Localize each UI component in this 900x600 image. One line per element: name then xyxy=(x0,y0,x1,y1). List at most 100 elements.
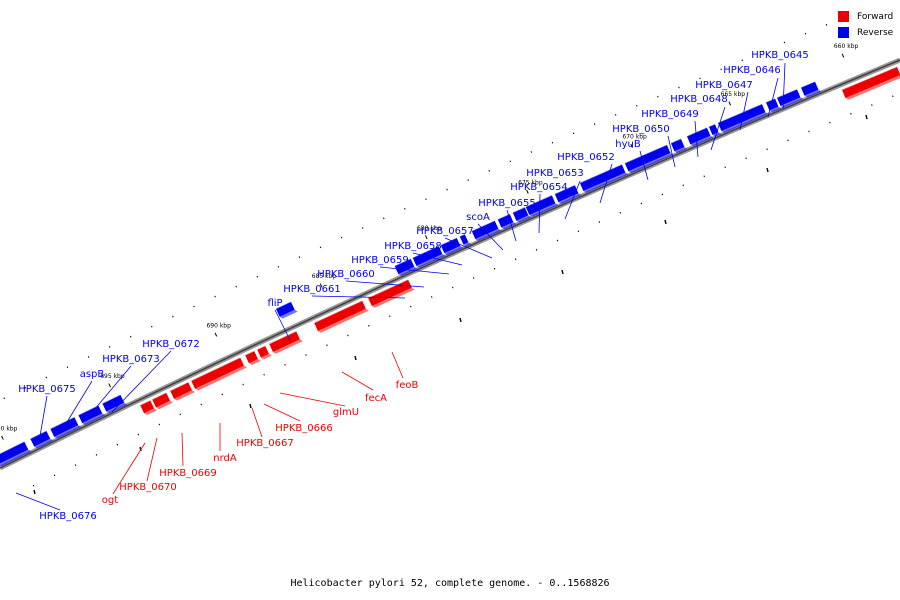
reverse-gene-block[interactable] xyxy=(459,234,469,245)
reverse-gene-block[interactable] xyxy=(525,195,556,215)
gene-leader-line xyxy=(477,223,504,251)
minor-tick xyxy=(598,221,601,223)
tick-label: 660 kbp xyxy=(834,43,859,50)
forward-gene-block[interactable] xyxy=(368,279,412,307)
reverse-gene-block[interactable] xyxy=(30,430,51,447)
minor-tick xyxy=(361,227,364,229)
gene-label[interactable]: HPKB_0667 xyxy=(236,438,293,449)
forward-gene-block[interactable] xyxy=(170,382,193,399)
gene-label[interactable]: HPKB_0654 xyxy=(510,182,567,193)
genome-caption: Helicobacter pylori 52, complete genome.… xyxy=(290,578,610,589)
reverse-gene-block-flip[interactable] xyxy=(275,301,295,317)
gene-label[interactable]: HPKB_0650 xyxy=(612,124,669,135)
reverse-gene-block[interactable] xyxy=(686,127,711,145)
reverse-gene-block[interactable] xyxy=(471,220,499,240)
forward-gene-block[interactable] xyxy=(257,345,269,358)
reverse-gene-block[interactable] xyxy=(554,185,579,203)
tick-label: 690 kbp xyxy=(206,322,231,329)
reverse-gene-block[interactable] xyxy=(0,441,29,465)
reverse-gene-block[interactable] xyxy=(102,394,125,412)
gene-leader-line xyxy=(444,237,493,259)
gene-label[interactable]: HPKB_0645 xyxy=(751,50,808,61)
forward-gene-block-shade xyxy=(144,408,158,416)
gene-label[interactable]: HPKB_0652 xyxy=(557,152,614,163)
reverse-gene-block[interactable] xyxy=(412,245,443,266)
reverse-gene-block[interactable] xyxy=(624,144,671,172)
reverse-gene-block[interactable] xyxy=(717,103,766,132)
gene-label[interactable]: HPKB_0661 xyxy=(283,284,340,295)
gene-label[interactable]: glmU xyxy=(333,407,359,418)
forward-gene-block[interactable] xyxy=(152,392,171,408)
tick-label: 680 kbp xyxy=(417,225,442,232)
reverse-gene-block-shade xyxy=(674,146,688,154)
gene-label[interactable]: HPKB_0676 xyxy=(39,511,96,522)
gene-label[interactable]: HPKB_0666 xyxy=(275,423,332,434)
forward-gene-block[interactable] xyxy=(841,66,900,98)
tick-label: 685 kbp xyxy=(312,273,337,280)
forward-gene-block-highlight xyxy=(268,330,297,345)
minor-tick xyxy=(179,413,182,416)
reverse-gene-block-highlight xyxy=(394,258,411,267)
gene-label[interactable]: hyuB xyxy=(615,139,641,150)
reverse-gene-block[interactable] xyxy=(708,124,719,135)
gene-label[interactable]: HPKB_0657 xyxy=(416,226,473,237)
minor-tick xyxy=(221,393,223,396)
gene-label[interactable]: HPKB_0658 xyxy=(384,241,441,252)
major-tick xyxy=(33,489,36,495)
gene-label[interactable]: HPKB_0653 xyxy=(526,168,583,179)
reverse-gene-block[interactable] xyxy=(512,207,529,221)
gene-label[interactable]: HPKB_0659 xyxy=(351,255,408,266)
gene-label[interactable]: HPKB_0646 xyxy=(723,65,780,76)
forward-gene-block-shade xyxy=(260,353,272,360)
gene-label[interactable]: HPKB_0655 xyxy=(478,198,535,209)
forward-gene-block[interactable] xyxy=(269,331,300,352)
minor-tick xyxy=(326,344,328,347)
forward-gene-block[interactable] xyxy=(191,357,244,389)
minor-tick xyxy=(404,207,406,210)
tick-mark xyxy=(841,53,845,58)
minor-tick xyxy=(472,277,475,279)
gene-label[interactable]: HPKB_0672 xyxy=(142,339,199,350)
forward-gene-block-shade xyxy=(195,365,247,391)
gene-label[interactable]: HPKB_0669 xyxy=(159,468,216,479)
reverse-gene-block-shade xyxy=(690,135,714,147)
reverse-gene-block-shade xyxy=(0,449,32,467)
minor-tick xyxy=(720,68,722,71)
tick-label: 695 kbp xyxy=(100,373,125,380)
gene-label[interactable]: HPKB_0649 xyxy=(641,109,698,120)
reverse-gene-block[interactable] xyxy=(765,98,779,111)
genome-axis-shadow xyxy=(0,57,900,471)
gene-label[interactable]: fecA xyxy=(365,393,387,404)
forward-gene-block[interactable] xyxy=(140,400,155,414)
minor-tick xyxy=(298,256,301,259)
gene-leader-line xyxy=(767,77,779,118)
reverse-gene-block[interactable] xyxy=(579,164,626,192)
gene-label[interactable]: feoB xyxy=(396,380,419,391)
forward-gene-block[interactable] xyxy=(314,300,366,331)
gene-label[interactable]: HPKB_0670 xyxy=(119,482,176,493)
gene-label[interactable]: HPKB_0647 xyxy=(695,80,752,91)
reverse-gene-block[interactable] xyxy=(394,258,415,275)
minor-tick xyxy=(551,141,554,144)
gene-leader-line xyxy=(506,209,517,242)
reverse-swatch xyxy=(838,27,849,38)
gene-label[interactable]: HPKB_0675 xyxy=(18,384,75,395)
gene-label[interactable]: fliP xyxy=(267,298,282,309)
reverse-gene-block[interactable] xyxy=(440,237,461,254)
forward-gene-block-highlight xyxy=(169,381,189,392)
gene-label[interactable]: HPKB_0673 xyxy=(102,354,159,365)
gene-label[interactable]: ogt xyxy=(102,495,118,506)
reverse-gene-block[interactable] xyxy=(776,89,801,106)
reverse-gene-block[interactable] xyxy=(670,138,685,152)
reverse-gene-block[interactable] xyxy=(800,81,819,96)
gene-label[interactable]: HPKB_0648 xyxy=(670,94,727,105)
reverse-gene-block-highlight xyxy=(708,123,716,128)
forward-gene-block[interactable] xyxy=(245,350,258,364)
gene-label[interactable]: HPKB_0660 xyxy=(317,269,374,280)
gene-label[interactable]: nrdA xyxy=(213,453,237,464)
reverse-gene-block-highlight xyxy=(765,97,776,103)
minor-tick xyxy=(699,77,701,80)
gene-label[interactable]: aspB xyxy=(80,369,105,380)
gene-label[interactable]: scoA xyxy=(466,212,490,223)
